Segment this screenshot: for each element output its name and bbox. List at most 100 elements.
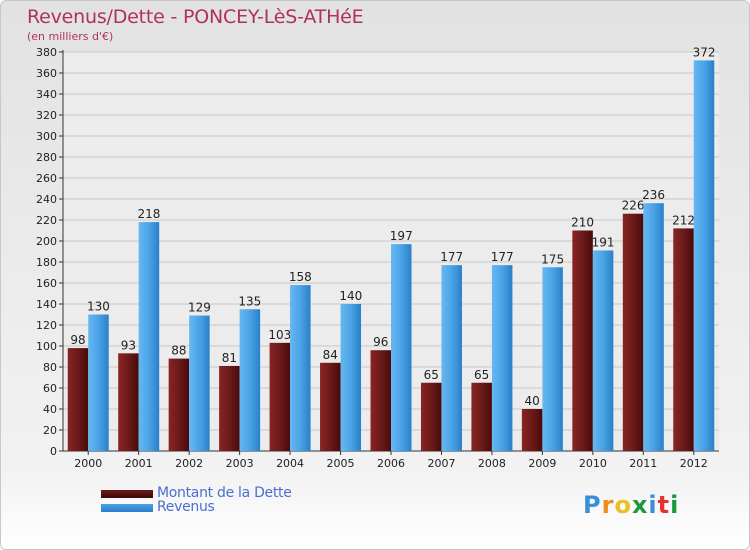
y-tick-label: 160	[36, 277, 57, 290]
data-label: 226	[622, 199, 645, 213]
data-label: 158	[289, 270, 312, 284]
data-label: 191	[592, 235, 615, 249]
y-tick-label: 280	[36, 151, 57, 164]
data-label: 212	[672, 213, 695, 227]
y-tick-label: 200	[36, 235, 57, 248]
data-label: 93	[121, 338, 136, 352]
bar-debt	[269, 342, 291, 451]
bar-debt	[572, 230, 593, 451]
legend-label-debt: Montant de la Dette	[157, 485, 292, 501]
bar-chart: 0 20 40 60 80 100 120 140 160 180 200 220 240 260 280 3…	[36, 45, 719, 470]
bar-revenue	[542, 267, 563, 451]
x-tick-label: 2003	[226, 457, 254, 470]
y-tick-label: 260	[36, 172, 57, 185]
data-label: 96	[373, 335, 388, 349]
data-label: 372	[693, 45, 716, 59]
bar-revenue	[693, 60, 715, 452]
data-label: 103	[268, 328, 291, 342]
bar-debt	[320, 362, 341, 451]
chart-title: Revenus/Dette - PONCEY-LèS-ATHéE	[27, 6, 364, 28]
x-tick-label: 2005	[327, 457, 355, 470]
x-tick-label: 2004	[276, 457, 304, 470]
bar-debt	[471, 382, 492, 451]
data-label: 65	[424, 368, 439, 382]
bar-debt	[370, 350, 391, 451]
data-label: 98	[70, 333, 85, 347]
x-tick-label: 2011	[629, 457, 657, 470]
data-label: 177	[491, 250, 514, 264]
proxiti-logo: Proxiti	[583, 491, 679, 519]
logo-letter: t	[657, 491, 671, 519]
bar-debt	[219, 365, 240, 451]
bar-revenue	[643, 203, 664, 451]
legend-swatch-revenue	[101, 504, 153, 512]
data-label: 236	[642, 188, 665, 202]
x-tick-label: 2012	[680, 457, 708, 470]
logo-letter: P	[583, 491, 602, 519]
y-tick-label: 120	[36, 319, 57, 332]
bar-debt	[521, 409, 543, 451]
data-label: 140	[339, 289, 362, 303]
data-label: 210	[571, 216, 594, 230]
bar-debt	[67, 348, 89, 451]
data-label: 88	[171, 344, 186, 358]
bar-debt	[118, 353, 139, 451]
y-tick-label: 300	[36, 130, 57, 143]
chart-subtitle: (en milliers d'€)	[27, 30, 114, 43]
bar-revenue	[491, 265, 513, 451]
x-tick-label: 2000	[74, 457, 102, 470]
y-tick-label: 340	[36, 88, 57, 101]
bar-revenue	[340, 304, 362, 451]
y-tick-label: 360	[36, 67, 57, 80]
data-label: 175	[541, 252, 564, 266]
bar-debt	[420, 382, 442, 451]
y-tick-label: 140	[36, 298, 57, 311]
y-tick-label: 100	[36, 340, 57, 353]
bar-debt	[622, 213, 644, 451]
y-tick-label: 80	[43, 361, 57, 374]
logo-letter: o	[614, 491, 632, 519]
x-tick-label: 2002	[175, 457, 203, 470]
logo-letter: i	[670, 491, 680, 519]
legend-label-revenue: Revenus	[157, 499, 215, 515]
data-label: 65	[474, 368, 489, 382]
data-label: 81	[222, 351, 237, 365]
bar-revenue	[592, 250, 614, 451]
y-tick-label: 220	[36, 214, 57, 227]
data-label: 129	[188, 301, 211, 315]
bar-revenue	[88, 314, 109, 451]
data-label: 177	[440, 250, 463, 264]
y-tick-label: 240	[36, 193, 57, 206]
y-tick-label: 180	[36, 256, 57, 269]
bar-revenue	[391, 244, 412, 451]
y-tick-label: 20	[43, 424, 57, 437]
legend-swatch-debt	[101, 490, 153, 498]
x-tick-label: 2007	[427, 457, 455, 470]
y-tick-label: 40	[43, 403, 57, 416]
bar-revenue	[290, 285, 311, 451]
bar-revenue	[239, 309, 261, 451]
bar-revenue	[189, 315, 210, 451]
y-tick-label: 320	[36, 109, 57, 122]
y-tick-label: 60	[43, 382, 57, 395]
x-tick-label: 2010	[579, 457, 607, 470]
bar-debt	[673, 228, 694, 451]
data-label: 40	[524, 394, 539, 408]
logo-letter: x	[631, 491, 649, 519]
data-label: 130	[87, 300, 110, 314]
x-tick-label: 2006	[377, 457, 405, 470]
bar-revenue	[441, 265, 462, 451]
bar-revenue	[138, 222, 160, 451]
x-tick-label: 2009	[528, 457, 556, 470]
logo-letter: i	[648, 491, 658, 519]
data-label: 197	[390, 229, 413, 243]
data-label: 84	[323, 348, 338, 362]
y-tick-label: 0	[50, 445, 57, 458]
bar-debt	[168, 358, 190, 451]
x-tick-label: 2008	[478, 457, 506, 470]
data-label: 218	[137, 207, 160, 221]
x-tick-label: 2001	[125, 457, 153, 470]
y-tick-label: 380	[36, 46, 57, 59]
logo-letter: r	[601, 491, 615, 519]
